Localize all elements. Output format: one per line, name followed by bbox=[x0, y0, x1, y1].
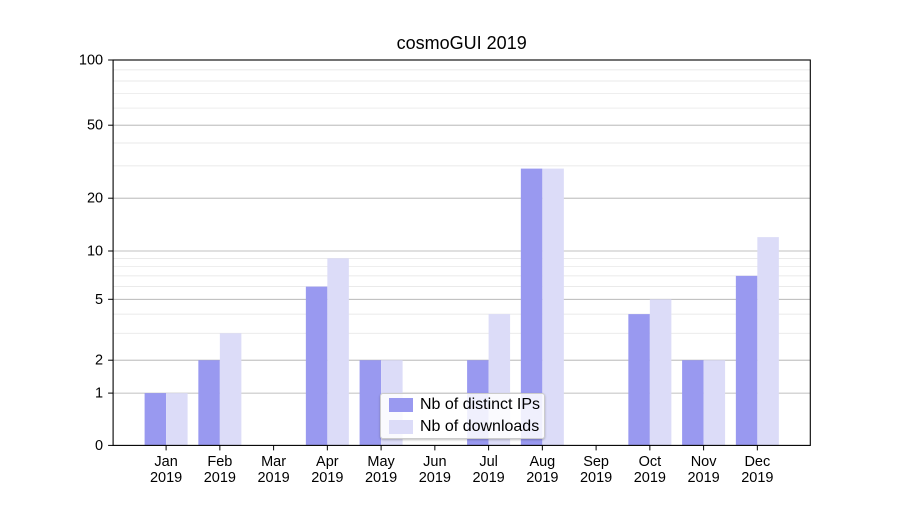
svg-text:20: 20 bbox=[87, 191, 103, 207]
svg-text:May: May bbox=[367, 454, 395, 470]
svg-text:2019: 2019 bbox=[580, 470, 612, 486]
svg-text:Feb: Feb bbox=[207, 454, 232, 470]
svg-text:100: 100 bbox=[79, 53, 103, 69]
svg-text:Jan: Jan bbox=[154, 454, 177, 470]
svg-text:2019: 2019 bbox=[311, 470, 343, 486]
svg-text:1: 1 bbox=[95, 386, 103, 402]
svg-text:Jun: Jun bbox=[423, 454, 446, 470]
svg-text:Aug: Aug bbox=[529, 454, 555, 470]
svg-text:Sep: Sep bbox=[583, 454, 609, 470]
svg-text:Nov: Nov bbox=[691, 454, 718, 470]
svg-text:2019: 2019 bbox=[634, 470, 666, 486]
svg-text:2019: 2019 bbox=[257, 470, 289, 486]
svg-text:Dec: Dec bbox=[744, 454, 770, 470]
svg-text:2019: 2019 bbox=[472, 470, 504, 486]
svg-text:2019: 2019 bbox=[687, 470, 719, 486]
svg-text:Oct: Oct bbox=[639, 454, 662, 470]
svg-text:Mar: Mar bbox=[261, 454, 286, 470]
svg-text:cosmoGUI 2019: cosmoGUI 2019 bbox=[397, 33, 527, 53]
svg-text:10: 10 bbox=[87, 244, 103, 260]
svg-text:2019: 2019 bbox=[526, 470, 558, 486]
svg-text:Apr: Apr bbox=[316, 454, 339, 470]
svg-text:2019: 2019 bbox=[150, 470, 182, 486]
svg-text:Jul: Jul bbox=[479, 454, 498, 470]
svg-text:5: 5 bbox=[95, 292, 103, 308]
svg-text:2: 2 bbox=[95, 353, 103, 369]
svg-text:2019: 2019 bbox=[204, 470, 236, 486]
svg-text:2019: 2019 bbox=[419, 470, 451, 486]
svg-text:2019: 2019 bbox=[365, 470, 397, 486]
svg-text:2019: 2019 bbox=[741, 470, 773, 486]
svg-text:0: 0 bbox=[95, 438, 103, 454]
svg-text:50: 50 bbox=[87, 118, 103, 134]
